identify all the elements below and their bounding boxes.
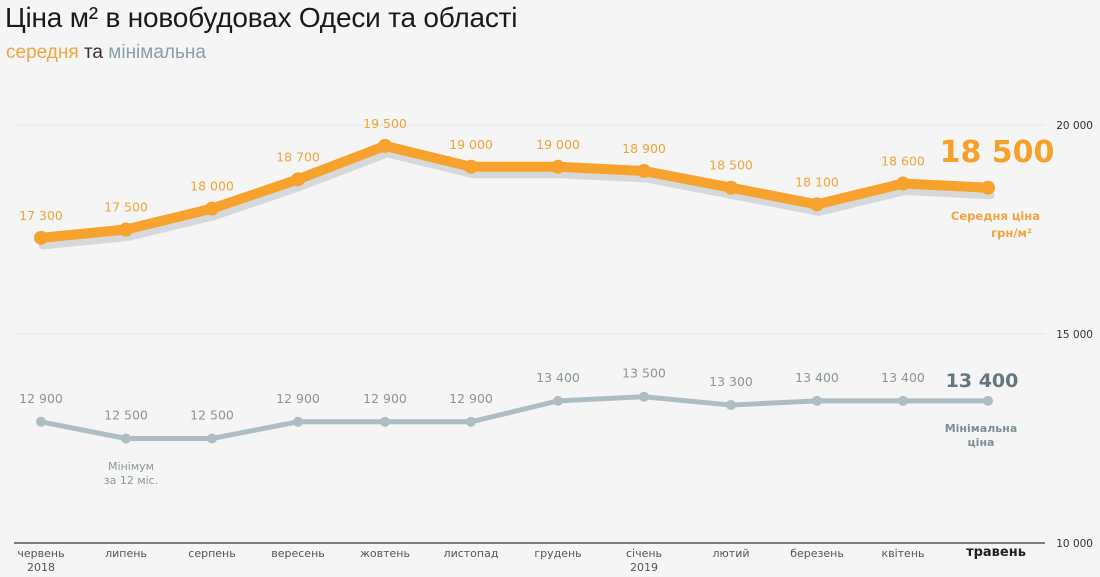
average-value-label: 19 000 [536,137,580,152]
y-tick-label: 10 000 [1056,538,1093,550]
average-data-point [637,163,651,178]
x-tick-label: січень [626,547,662,560]
x-tick-label: серпень [188,547,235,560]
minimum-data-point [207,433,217,444]
minimum-data-point [639,391,649,402]
avg-caption-line2: грн/м² [991,226,1032,240]
min-caption-line2: ціна [968,436,995,449]
average-data-point [205,201,219,216]
average-value-label: 18 500 [709,158,753,173]
average-line-shadow [38,148,995,250]
average-data-point [896,176,910,191]
subtitle-conjunction: та [83,42,103,63]
x-tick-label: жовтень [360,547,410,560]
average-value-label: 17 300 [19,208,63,223]
chart-title: Ціна м² в новобудовах Одеси та області [5,2,518,33]
average-value-label: 18 600 [881,154,925,169]
average-value-label: 17 500 [104,200,148,215]
x-tick-label: лютий [713,547,750,560]
x-tick-label: липень [105,547,147,560]
minimum-data-point [553,395,563,406]
series-average-price: 17 300 17 500 18 000 18 700 19 500 19 000 19 0… [19,116,995,250]
average-data-point [810,197,824,212]
x-tick-label: червень [17,547,64,560]
average-data-point [464,159,478,174]
minimum-value-label: 12 500 [104,408,148,423]
x-tick-label: березень [790,547,844,560]
x-tick-year: 2018 [27,561,55,574]
minimum-data-point [380,416,390,427]
average-data-point [378,138,392,153]
avg-caption-line1: Середня ціна [951,209,1040,223]
average-data-point [724,180,738,195]
chart-subtitle: середня та мінімальна [6,42,206,64]
average-value-label: 19 000 [449,137,493,152]
min-caption-line1: Мінімальна [945,422,1018,435]
minimum-value-label: 13 500 [622,366,666,381]
minimum-line [38,394,991,441]
minimum-data-point [983,395,993,406]
average-value-label: 18 700 [276,149,320,164]
x-tick-label: квітень [881,547,924,560]
minimum-note-line2: за 12 міс. [104,474,158,487]
minimum-data-point [121,433,131,444]
x-tick-year: 2019 [630,561,658,574]
average-value-label: 18 900 [622,141,666,156]
minimum-value-label: 12 900 [19,391,63,406]
average-data-point [34,230,48,245]
average-data-point [981,180,995,195]
average-data-point [551,159,565,174]
minimum-value-label: 13 400 [795,370,839,385]
average-value-label: 19 500 [363,116,407,131]
average-data-point [119,222,133,237]
minimum-data-point [812,395,822,406]
minimum-data-point [898,395,908,406]
minimum-value-label: 12 900 [449,391,493,406]
y-tick-label: 15 000 [1056,329,1093,341]
subtitle-minimum: мінімальна [108,42,206,63]
avg-current-value: 18 500 [940,135,1055,170]
minimum-value-label: 13 400 [536,370,580,385]
y-tick-label: 20 000 [1056,120,1093,132]
y-axis: 10 000 15 000 20 000 [1056,120,1093,550]
series-minimum-price: 12 900 12 500 12 500 12 900 12 900 12 900 13 4… [19,366,993,444]
min-current-value: 13 400 [946,370,1019,392]
x-tick-label: листопад [444,547,499,560]
minimum-value-label: 13 300 [709,374,753,389]
minimum-data-point [466,416,476,427]
x-tick-label: травень [966,545,1026,560]
x-tick-label: вересень [271,547,325,560]
subtitle-average: середня [6,42,79,63]
minimum-value-label: 12 900 [276,391,320,406]
average-value-label: 18 100 [795,174,839,189]
average-line [36,140,993,243]
minimum-value-label: 12 900 [363,391,407,406]
minimum-note-line1: Мінімум [108,460,154,473]
minimum-value-label: 12 500 [190,408,234,423]
gridlines [14,124,1045,335]
average-data-point [291,172,305,187]
average-value-label: 18 000 [190,179,234,194]
minimum-data-point [36,416,46,427]
x-tick-label: грудень [534,547,581,560]
minimum-data-point [293,416,303,427]
minimum-value-label: 13 400 [881,370,925,385]
minimum-data-point [726,400,736,411]
